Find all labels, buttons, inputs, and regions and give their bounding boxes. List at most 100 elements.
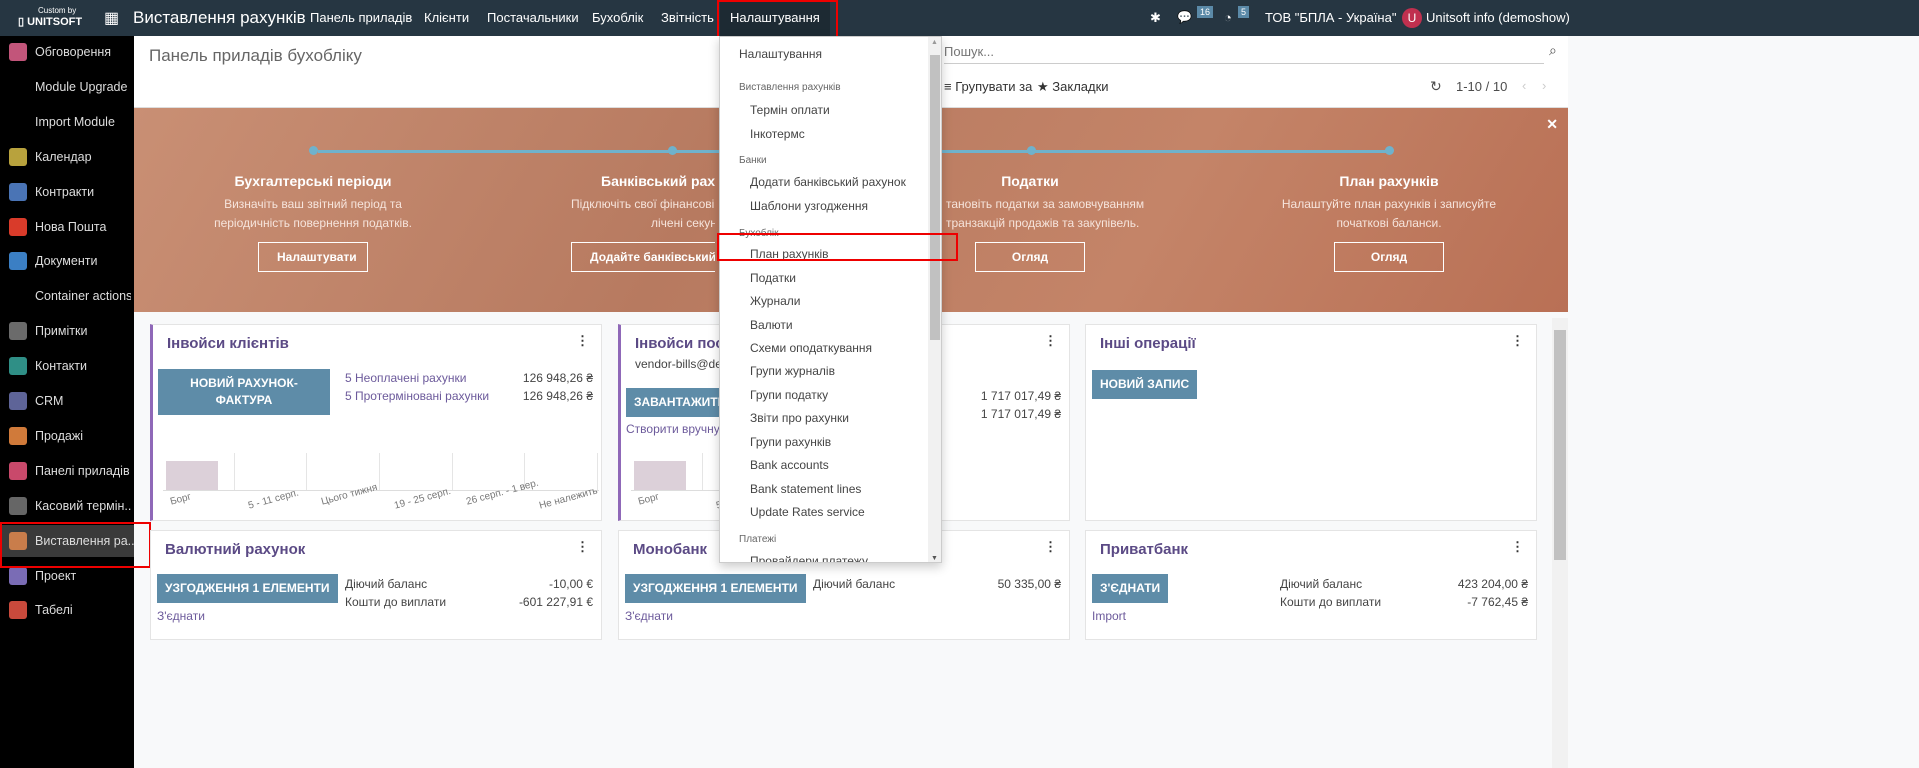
import-link[interactable]: Import [1092,609,1127,623]
kebab-menu-icon[interactable]: ⋮ [576,333,589,348]
dropdown-menu-item[interactable]: Групи журналів [750,364,835,378]
apps-grid-icon[interactable]: ▦ [104,10,120,27]
dropdown-menu-item[interactable]: План рахунків [750,247,829,261]
sidebar-item[interactable]: Container actions [9,284,131,308]
sidebar-item-label: CRM [35,394,64,408]
sidebar-item[interactable]: Module Upgrade [9,75,131,99]
reconcile-button[interactable]: УЗГОДЖЕННЯ 1 ЕЛЕМЕНТИ [625,574,806,603]
coa-review-button[interactable]: Огляд [1334,242,1444,272]
pager-next-icon[interactable]: › [1542,78,1547,93]
sidebar-item[interactable]: Примітки [9,319,131,343]
dropdown-scrollbar[interactable]: ▲ ▼ [928,37,941,562]
company-switcher[interactable]: ТОВ "БПЛА - Україна" [1265,10,1397,25]
new-invoice-button[interactable]: НОВИЙ РАХУНОК-ФАКТУРА [158,369,330,415]
dropdown-menu-item[interactable]: Податки [750,271,796,285]
create-manually-link[interactable]: Створити вручну [626,422,720,436]
kebab-menu-icon[interactable]: ⋮ [1511,539,1524,554]
chart-bar-overdue[interactable] [634,461,687,490]
chart-bar-overdue[interactable] [166,461,219,490]
sidebar-item[interactable]: CRM [9,389,131,413]
card-title[interactable]: Інші операції [1100,335,1196,352]
kebab-menu-icon[interactable]: ⋮ [1511,333,1524,348]
messages-chat-icon[interactable]: 💬 [1177,10,1192,24]
search-icon[interactable]: ⌕ [1549,42,1557,58]
sidebar-item[interactable]: Документи [9,249,131,273]
sidebar-item[interactable]: Касовий термін... [9,494,131,518]
dropdown-menu-item[interactable]: Bank statement lines [750,482,862,496]
dropdown-menu-item[interactable]: Термін оплати [750,103,830,117]
sidebar-item[interactable]: Виставлення ра... [0,524,134,557]
dropdown-menu-item[interactable]: Додати банківський рахунок [750,175,906,189]
dropdown-menu-item[interactable]: Update Rates service [750,505,865,519]
menu-customers[interactable]: Клієнти [424,10,470,25]
menu-item-settings[interactable]: Налаштування [739,47,822,61]
sidebar-item[interactable]: Проект [9,564,131,588]
dropdown-menu-item[interactable]: Групи рахунків [750,435,832,449]
sidebar-item[interactable]: Продажі [9,424,131,448]
unitsoft-logo[interactable]: Custom by ▯ UNITSOFT [18,6,82,28]
menu-accounting[interactable]: Бухоблік [592,10,644,25]
close-icon[interactable]: ✕ [1546,116,1558,132]
unpaid-invoices-link[interactable]: 5 Неоплачені рахунки [345,371,467,385]
dropdown-menu-item[interactable]: Шаблони узгодження [750,199,868,213]
sidebar-item-label: Виставлення ра... [35,533,134,548]
sidebar-item[interactable]: Табелі [9,598,131,622]
dropdown-menu-item[interactable]: Bank accounts [750,458,829,472]
pager-prev-icon[interactable]: ‹ [1522,78,1527,93]
upload-button[interactable]: ЗАВАНТАЖИТИ [626,388,721,417]
card-title[interactable]: Валютний рахунок [165,541,306,558]
dropdown-menu-item[interactable]: Журнали [750,294,801,308]
card-title[interactable]: Приватбанк [1100,541,1189,558]
dropdown-menu-item[interactable]: Інкотермс [750,127,805,141]
menu-configuration[interactable]: Налаштування [720,0,830,36]
connect-button[interactable]: З'ЄДНАТИ [1092,574,1169,603]
sidebar-item[interactable]: Нова Пошта [9,215,131,239]
bills-amount: 1 717 017,49 ₴ [980,407,1061,421]
dropdown-section-header: Платежі [739,534,777,545]
search-input[interactable] [944,40,1544,64]
menu-vendors[interactable]: Постачальники [487,10,579,25]
sidebar-item[interactable]: Контракти [9,180,131,204]
favorites-button[interactable]: ★ Закладки [1037,79,1109,94]
sidebar-item[interactable]: Панелі приладів [9,459,131,483]
dropdown-menu-item[interactable]: Валюти [750,318,793,332]
sidebar-item[interactable]: Календар [9,145,131,169]
avatar[interactable]: U [1402,8,1422,28]
overdue-invoices-link[interactable]: 5 Протерміновані рахунки [345,389,490,403]
sidebar-item[interactable]: Обговорення [9,40,131,64]
configure-button[interactable]: Налаштувати [258,242,368,272]
step-text: початкові баланси. [1336,216,1442,230]
menu-reporting[interactable]: Звітність [661,10,714,25]
page-scrollbar[interactable] [1552,318,1568,768]
card-title[interactable]: Інвойси клієнтів [167,335,289,352]
dropdown-menu-item[interactable]: Групи податку [750,388,829,402]
connect-link[interactable]: З'єднати [625,609,673,623]
dropdown-menu-item[interactable]: Провайдери платежу [750,554,868,563]
debug-bug-icon[interactable]: ✱ [1150,10,1161,25]
group-by-button[interactable]: ≡ Групувати за [944,79,1033,94]
app-icon [9,531,27,550]
add-bank-account-button[interactable]: Додайте банківський р [571,242,715,272]
card-title[interactable]: Інвойси пост [635,335,721,352]
connect-link[interactable]: З'єднати [157,609,205,623]
kebab-menu-icon[interactable]: ⋮ [1044,539,1057,554]
sidebar-item[interactable]: Контакти [9,354,131,378]
activities-clock-icon[interactable]: ◔ [1224,10,1232,25]
refresh-icon[interactable]: ↻ [1430,78,1442,94]
invoice-aging-chart[interactable]: Борг 5 - 11 серп. Цього тижня 19 - 25 серп.… [163,453,599,519]
card-title[interactable]: Монобанк [633,541,708,558]
kebab-menu-icon[interactable]: ⋮ [1044,333,1057,348]
step-dot [1027,146,1036,155]
kebab-menu-icon[interactable]: ⋮ [576,539,589,554]
sidebar-item[interactable]: Import Module [9,110,131,134]
menu-dashboard[interactable]: Панель приладів [310,10,413,25]
reconcile-button[interactable]: УЗГОДЖЕННЯ 1 ЕЛЕМЕНТИ [157,574,338,603]
user-menu[interactable]: Unitsoft info (demoshow) [1426,10,1570,25]
new-entry-button[interactable]: НОВИЙ ЗАПИС [1092,370,1198,399]
currency-account-card: Валютний рахунок ⋮ УЗГОДЖЕННЯ 1 ЕЛЕМЕНТИ… [150,530,602,640]
dropdown-menu-item[interactable]: Схеми оподаткування [750,341,873,355]
dropdown-menu-item[interactable]: Звіти про рахунки [750,411,849,425]
pager-value[interactable]: 1-10 / 10 [1456,79,1508,94]
taxes-review-button[interactable]: Огляд [975,242,1085,272]
